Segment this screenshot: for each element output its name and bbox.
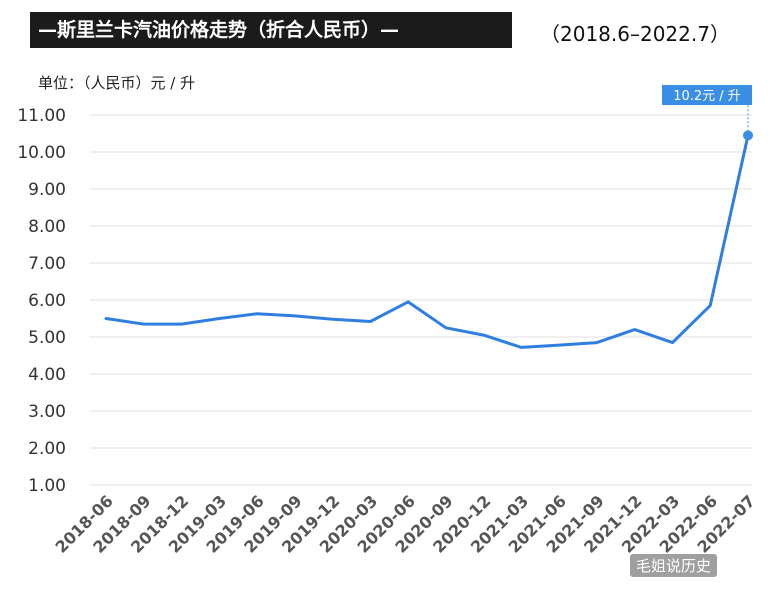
y-tick-label: 1.00 — [28, 476, 66, 496]
y-tick-label: 10.00 — [17, 143, 66, 163]
y-tick-label: 9.00 — [28, 180, 66, 200]
y-tick-label: 2.00 — [28, 439, 66, 459]
y-tick-label: 3.00 — [28, 402, 66, 422]
chart-title: —斯里兰卡汽油价格走势（折合人民币）— — [30, 12, 512, 48]
date-range: （2018.6–2022.7） — [540, 22, 730, 46]
y-tick-label: 8.00 — [28, 217, 66, 237]
watermark-text: 毛姐说历史 — [630, 554, 718, 577]
callout-box — [662, 85, 752, 105]
unit-label: 单位：（人民币）元 / 升 — [38, 74, 196, 92]
grid-lines — [90, 114, 752, 486]
y-tick-label: 11.00 — [17, 106, 66, 126]
end-point-marker — [743, 130, 753, 141]
y-tick-label: 7.00 — [28, 254, 66, 274]
y-axis-ticks: 1.00 2.00 3.00 4.00 5.00 6.00 7.00 8.00 9.00 10.0… — [17, 106, 66, 496]
y-tick-label: 4.00 — [28, 365, 66, 385]
price-line — [104, 133, 750, 349]
x-axis-ticks: 2018-062018-092018-122019-032019-062019-… — [51, 491, 758, 556]
series-line — [104, 133, 750, 349]
y-tick-label: 6.00 — [28, 291, 66, 311]
callout-label: 10.2元 / 升 — [673, 89, 741, 104]
annotation-callout: 10.2元 / 升 — [662, 85, 753, 141]
y-tick-label: 5.00 — [28, 328, 66, 348]
